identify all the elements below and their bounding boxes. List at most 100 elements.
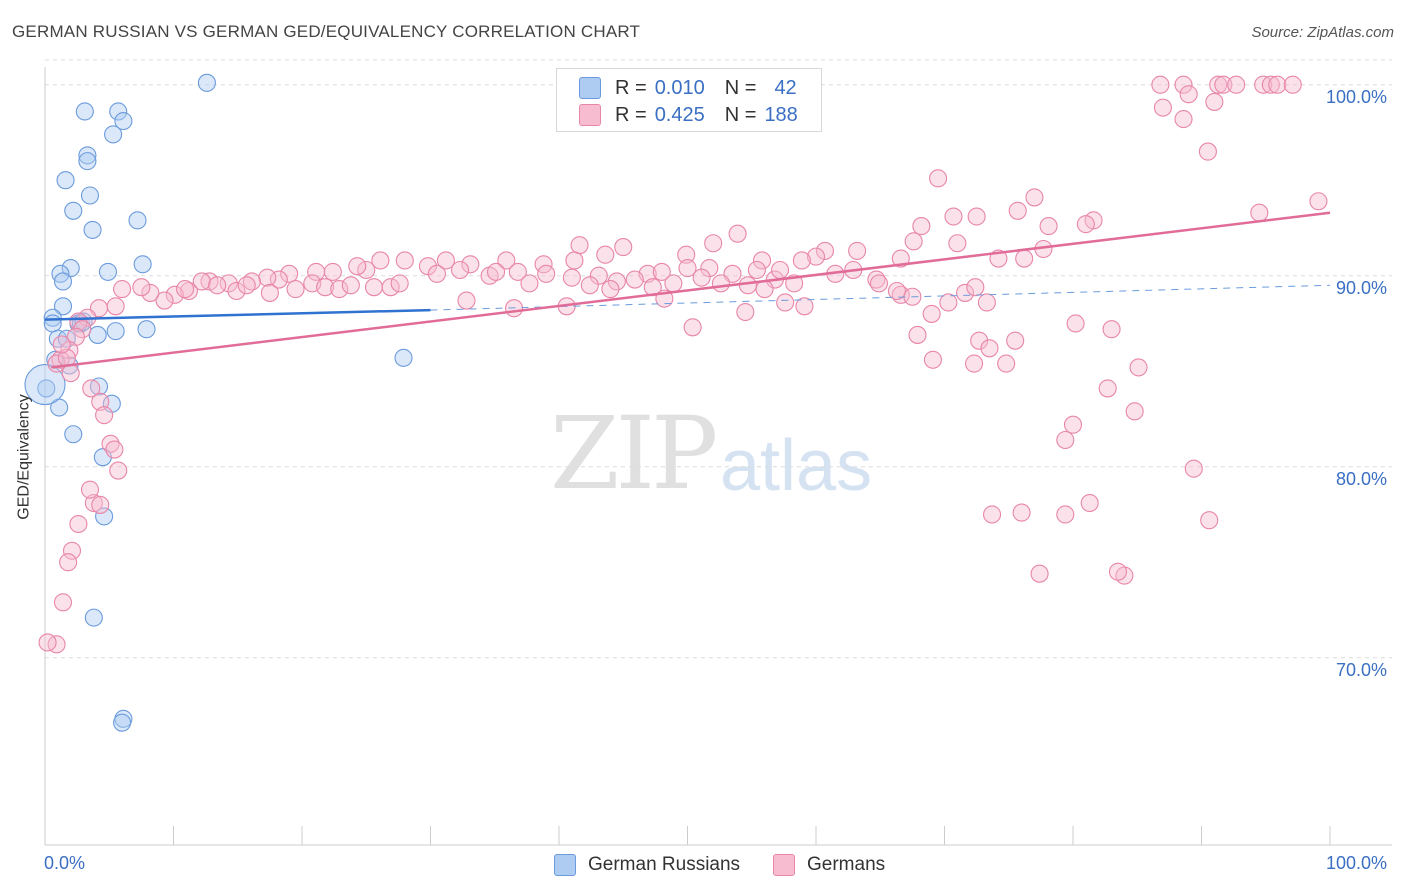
germans-point xyxy=(664,274,683,293)
germans-point xyxy=(357,260,376,280)
germans-point xyxy=(967,207,986,226)
germans-point xyxy=(1184,459,1203,478)
legend-row-german-russians: R = 0.010 N = 42 xyxy=(579,75,797,101)
germans-point xyxy=(970,331,989,350)
germans-point xyxy=(364,278,384,297)
germans-point xyxy=(1039,217,1058,236)
legend-swatch xyxy=(554,854,576,876)
germans-point xyxy=(316,278,335,297)
germans-point xyxy=(891,249,910,268)
germans-point xyxy=(806,247,826,266)
germans-point xyxy=(692,268,711,287)
germans-point xyxy=(1261,75,1280,94)
german-russians-point xyxy=(78,152,97,171)
germans-point xyxy=(381,278,400,297)
german-russians-point xyxy=(88,325,107,344)
germans-point xyxy=(1125,402,1144,421)
german-russians-point xyxy=(109,102,128,121)
germans-point xyxy=(980,339,999,358)
germans-point xyxy=(1008,201,1027,220)
germans-point xyxy=(52,335,71,354)
germans-point xyxy=(208,276,227,295)
germans-point xyxy=(330,280,349,299)
germans-point xyxy=(59,553,78,572)
germans-point xyxy=(47,635,66,654)
germans-point xyxy=(1283,75,1302,94)
germans-point xyxy=(109,461,128,480)
germans-point xyxy=(752,251,772,270)
germans-point xyxy=(176,280,195,299)
germans-point xyxy=(307,262,326,281)
german-russians-point xyxy=(64,201,83,220)
germans-point xyxy=(1108,562,1128,581)
germans-point xyxy=(155,291,174,310)
german-russians-point xyxy=(53,272,73,291)
legend-swatch xyxy=(579,77,601,99)
german-russians-point xyxy=(43,314,62,333)
germans-point xyxy=(1066,314,1085,333)
y-tick-label: 70.0% xyxy=(1336,660,1388,680)
germans-point xyxy=(1056,505,1075,524)
germans-point xyxy=(73,320,92,339)
germans-point xyxy=(1200,511,1219,530)
germans-point xyxy=(1056,430,1075,450)
german-russians-point xyxy=(394,348,413,367)
germans-point xyxy=(1151,75,1170,94)
germans-point xyxy=(80,480,100,499)
germans-point xyxy=(776,293,795,312)
germans-point xyxy=(683,318,702,337)
german-russians-point xyxy=(80,186,100,205)
legend-swatch xyxy=(579,104,601,126)
germans-point xyxy=(1205,92,1224,111)
germans-point xyxy=(570,236,589,255)
german-russians-point xyxy=(133,255,152,274)
legend-row-germans: R = 0.425 N = 188 xyxy=(579,102,798,128)
germans-point xyxy=(1012,503,1031,522)
germans-point xyxy=(269,270,288,289)
germans-point xyxy=(589,266,608,285)
german-russians-point xyxy=(57,329,76,348)
germans-point xyxy=(848,241,867,260)
germans-point xyxy=(904,232,923,251)
germans-point xyxy=(520,274,539,293)
germans-point xyxy=(132,278,151,297)
germans-point xyxy=(390,274,409,293)
x-tick-label: 0.0% xyxy=(44,853,86,873)
germans-point xyxy=(280,264,299,283)
germans-point xyxy=(38,633,57,652)
r-value: 0.010 xyxy=(654,76,705,99)
germans-point xyxy=(966,278,985,297)
germans-point xyxy=(596,245,615,264)
germans-point xyxy=(105,440,124,459)
german-russians-point xyxy=(137,320,156,339)
germans-trend-line xyxy=(51,211,1331,369)
german-russians-point xyxy=(64,425,83,444)
stats-legend: R = 0.010 N = 42 R = 0.425 N = 188 xyxy=(556,68,822,132)
germans-point xyxy=(82,379,101,398)
germans-point xyxy=(1268,75,1287,94)
germans-point xyxy=(997,354,1016,373)
german-russians-point xyxy=(113,713,132,732)
germans-point xyxy=(91,392,110,411)
germans-point xyxy=(922,304,941,323)
germans-point xyxy=(106,297,125,316)
germans-point xyxy=(348,257,367,276)
germans-point xyxy=(165,285,184,304)
germans-point xyxy=(427,264,446,283)
germans-point xyxy=(795,297,814,316)
germans-point xyxy=(625,270,644,289)
germans-point xyxy=(1198,142,1217,161)
y-tick-label: 80.0% xyxy=(1336,469,1388,489)
germans-point xyxy=(700,259,719,278)
n-value: 42 xyxy=(774,76,797,99)
germans-point xyxy=(1098,379,1117,398)
germans-point xyxy=(323,262,342,281)
germans-point xyxy=(923,350,942,369)
germans-point xyxy=(1063,415,1083,434)
r-value: 0.425 xyxy=(654,103,705,126)
germans-point xyxy=(929,169,948,188)
germans-point xyxy=(704,234,723,253)
german-russians-point xyxy=(197,73,216,92)
germans-point xyxy=(736,302,755,322)
germans-point xyxy=(908,325,927,344)
